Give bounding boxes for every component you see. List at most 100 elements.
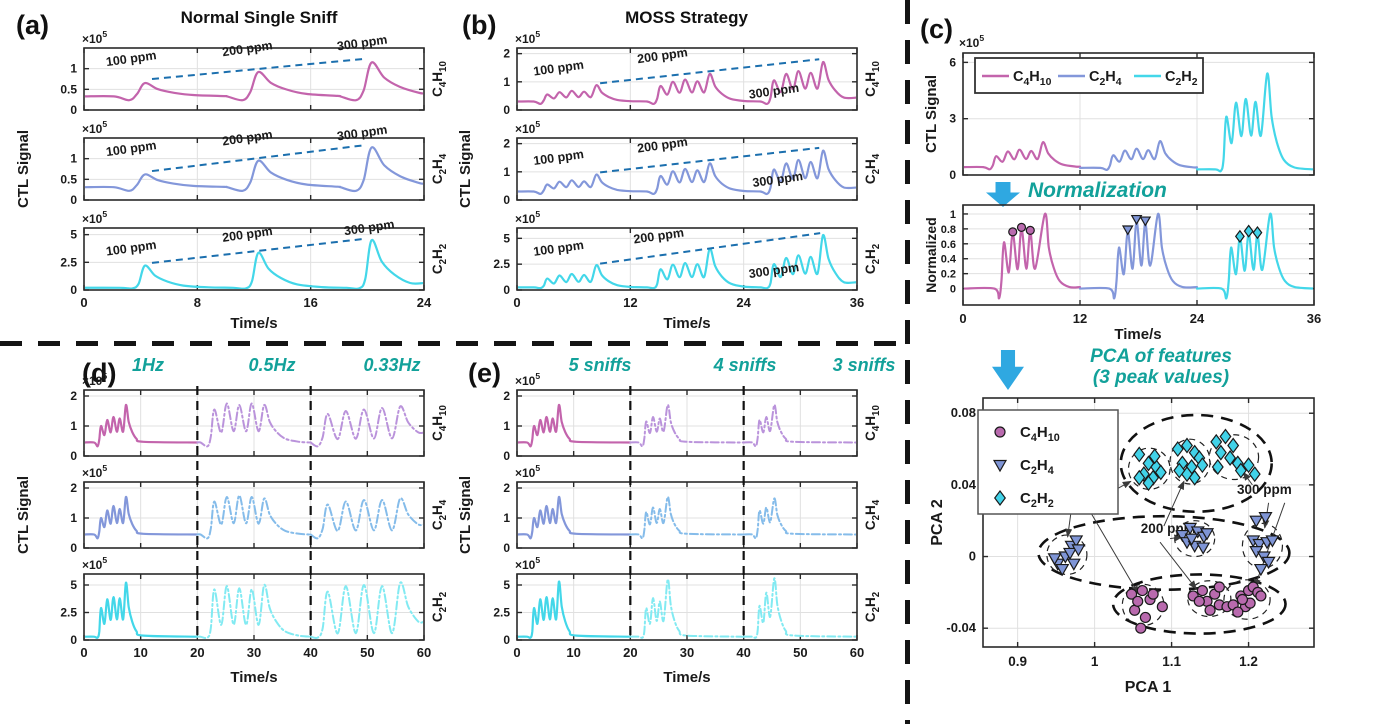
svg-text:C2H2: C2H2 — [430, 591, 449, 622]
panel-b-letter: (b) — [462, 10, 497, 40]
svg-text:10: 10 — [133, 645, 147, 660]
svg-text:0: 0 — [503, 193, 510, 207]
svg-text:200 ppm: 200 ppm — [633, 226, 685, 247]
dashed-divider-vertical — [905, 0, 910, 724]
svg-text:8: 8 — [194, 295, 201, 310]
svg-text:2: 2 — [70, 389, 77, 403]
svg-text:0: 0 — [70, 633, 77, 647]
panel-e-chart: 0 1 2 ×105 C4H10 0 1 2 ×105 C2H4 0 2.5 5 ×105 C2H2 0 10 2… — [458, 371, 882, 686]
svg-text:200 ppm: 200 ppm — [221, 224, 273, 245]
svg-text:0: 0 — [70, 541, 77, 555]
svg-text:CTL Signal: CTL Signal — [15, 130, 32, 208]
svg-text:0: 0 — [70, 449, 77, 463]
sniffs-label-3: 3 sniffs — [832, 355, 896, 375]
svg-text:36: 36 — [1307, 311, 1321, 326]
svg-text:300 ppm: 300 ppm — [748, 260, 800, 281]
dashed-divider-horizontal — [0, 341, 905, 346]
sniffs-label-4: 4 sniffs — [713, 355, 777, 375]
svg-text:C4H10: C4H10 — [1013, 69, 1052, 88]
svg-text:0: 0 — [513, 645, 520, 660]
svg-text:40: 40 — [303, 645, 317, 660]
svg-text:×105: ×105 — [515, 371, 540, 388]
svg-text:CTL Signal: CTL Signal — [458, 130, 474, 208]
svg-text:300 ppm: 300 ppm — [748, 81, 800, 102]
svg-text:1: 1 — [70, 62, 77, 76]
svg-text:0: 0 — [70, 193, 77, 207]
svg-text:300 ppm: 300 ppm — [336, 33, 388, 54]
svg-text:C4H10: C4H10 — [430, 61, 449, 97]
svg-text:0.5: 0.5 — [60, 172, 77, 186]
svg-text:Time/s: Time/s — [1114, 326, 1161, 343]
svg-text:C2H2: C2H2 — [1165, 69, 1198, 88]
svg-text:2: 2 — [503, 389, 510, 403]
svg-text:1.2: 1.2 — [1239, 654, 1258, 669]
svg-text:60: 60 — [850, 645, 864, 660]
svg-text:C4H10: C4H10 — [430, 405, 449, 441]
svg-text:1: 1 — [70, 419, 77, 433]
svg-text:300 ppm: 300 ppm — [1237, 482, 1292, 497]
svg-text:×105: ×105 — [82, 209, 107, 226]
panel-d-chart: 0 1 2 ×105 C4H10 0 1 2 ×105 C2H4 0 2.5 5 ×105 C2H2 0 10 2… — [15, 371, 449, 686]
panel-d-letter: (d) — [82, 358, 117, 388]
svg-text:C4H10: C4H10 — [1020, 424, 1060, 444]
svg-text:C4H10: C4H10 — [863, 61, 882, 97]
svg-text:24: 24 — [417, 295, 432, 310]
svg-text:0: 0 — [80, 645, 87, 660]
svg-text:0.9: 0.9 — [1008, 654, 1027, 669]
svg-text:C4H10: C4H10 — [863, 405, 882, 441]
svg-text:100 ppm: 100 ppm — [105, 238, 157, 259]
svg-text:C2H2: C2H2 — [430, 243, 449, 274]
svg-text:20: 20 — [190, 645, 204, 660]
panel-a-chart: 0 0.5 1 ×105 100 ppm 200 ppm 300 ppm C4H10 0 0.5 1… — [15, 29, 449, 332]
svg-text:C2H4: C2H4 — [1020, 457, 1054, 477]
svg-text:0.08: 0.08 — [951, 405, 976, 420]
svg-text:24: 24 — [1190, 311, 1205, 326]
pca-step-line2: (3 peak values) — [1092, 367, 1230, 388]
svg-text:0: 0 — [969, 549, 976, 564]
svg-text:200 ppm: 200 ppm — [636, 45, 688, 66]
panel-a-letter: (a) — [16, 10, 49, 40]
svg-text:2: 2 — [70, 481, 77, 495]
svg-text:1.1: 1.1 — [1162, 654, 1181, 669]
svg-text:0: 0 — [70, 283, 77, 297]
svg-text:×105: ×105 — [515, 463, 540, 480]
pca-step-line1: PCA of features — [1090, 346, 1232, 367]
svg-text:50: 50 — [793, 645, 807, 660]
svg-text:16: 16 — [303, 295, 317, 310]
svg-text:-0.04: -0.04 — [946, 620, 976, 635]
svg-text:36: 36 — [850, 295, 864, 310]
svg-text:5: 5 — [70, 228, 77, 242]
svg-text:30: 30 — [680, 645, 694, 660]
svg-text:2.5: 2.5 — [493, 606, 510, 620]
svg-text:1: 1 — [503, 419, 510, 433]
svg-text:1: 1 — [503, 165, 510, 179]
svg-text:300 ppm: 300 ppm — [336, 123, 388, 144]
svg-text:C2H2: C2H2 — [863, 591, 882, 622]
svg-text:0.04: 0.04 — [951, 477, 977, 492]
svg-text:Time/s: Time/s — [663, 315, 710, 332]
svg-text:0: 0 — [503, 633, 510, 647]
svg-text:0: 0 — [503, 449, 510, 463]
svg-text:×105: ×105 — [515, 119, 540, 136]
svg-text:C2H2: C2H2 — [1020, 490, 1054, 510]
panel-e-letter: (e) — [468, 358, 501, 388]
svg-text:100 ppm: 100 ppm — [105, 138, 157, 159]
svg-text:2: 2 — [503, 137, 510, 151]
svg-text:0: 0 — [959, 311, 966, 326]
svg-text:2: 2 — [503, 481, 510, 495]
svg-text:C2H2: C2H2 — [863, 243, 882, 274]
svg-text:3: 3 — [949, 112, 956, 126]
svg-text:2.5: 2.5 — [493, 257, 510, 271]
svg-text:×105: ×105 — [82, 463, 107, 480]
svg-text:0: 0 — [503, 541, 510, 555]
svg-text:2.5: 2.5 — [60, 255, 77, 269]
svg-text:0.4: 0.4 — [941, 254, 957, 266]
svg-text:PCA 1: PCA 1 — [1125, 679, 1172, 696]
svg-text:1: 1 — [70, 511, 77, 525]
sniffs-label-5: 5 sniffs — [568, 355, 632, 375]
panel-c-letter: (c) — [920, 14, 953, 44]
svg-text:0: 0 — [949, 168, 956, 182]
svg-text:C2H4: C2H4 — [863, 153, 882, 184]
